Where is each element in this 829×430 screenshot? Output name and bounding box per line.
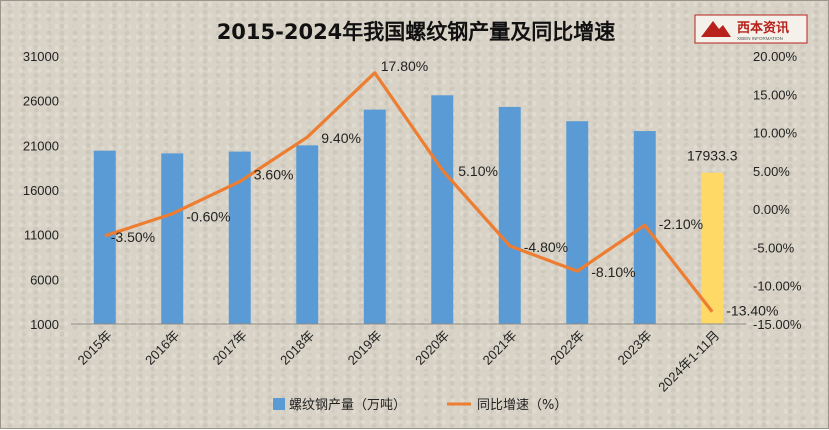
left-axis: 1000 6000 11000 16000 21000 26000 31000 (23, 49, 59, 332)
x-tick-label: 2024年1-11月 (655, 328, 722, 395)
left-tick-label: 16000 (23, 183, 59, 198)
line-data-label: -8.10% (591, 264, 635, 280)
right-tick-label: -10.00% (753, 279, 802, 294)
x-tick-label: 2018年 (277, 328, 317, 368)
bar-series (93, 95, 724, 324)
x-axis: 2015年 2016年 2017年 2018年 2019年 2020年 2021年 2022年… (71, 323, 746, 395)
line-data-label: -13.40% (726, 303, 778, 319)
left-tick-label: 1000 (30, 317, 59, 332)
line-data-label: -0.60% (186, 209, 230, 225)
left-tick-label: 26000 (23, 94, 59, 109)
legend: 螺纹钢产量（万吨） 同比增速（%） (273, 398, 567, 413)
chart-title: 2015-2024年我国螺纹钢产量及同比增速 (217, 20, 616, 44)
right-tick-label: 0.00% (753, 202, 790, 217)
legend-line-label: 同比增速（%） (477, 398, 567, 413)
data-labels: -3.50% -0.60% 3.60% 9.40% 17.80% 5.10% -4.80% -… (111, 58, 779, 319)
line-data-label: -3.50% (111, 229, 155, 245)
bar-0 (93, 150, 116, 324)
line-series (104, 71, 714, 313)
x-tick-label: 2019年 (345, 328, 385, 368)
right-axis: -15.00% -10.00% -5.00% 0.00% 5.00% 10.00% 15.0… (753, 49, 802, 332)
bar-3 (296, 145, 319, 324)
right-tick-label: 10.00% (753, 126, 798, 141)
line-data-label: 5.10% (458, 163, 498, 179)
bar-6 (498, 106, 521, 324)
right-tick-label: 5.00% (753, 164, 790, 179)
bar-5 (431, 95, 454, 324)
bar-7 (566, 121, 589, 324)
logo-subtext: XIBEN INFORMATION (737, 36, 783, 41)
line-data-label: -2.10% (659, 216, 703, 232)
x-tick-label: 2023年 (615, 328, 655, 368)
x-tick-label: 2022年 (547, 328, 587, 368)
bar-data-label: 17933.3 (687, 148, 738, 164)
bar-4 (363, 109, 386, 324)
right-tick-label: 20.00% (753, 49, 798, 64)
legend-bar-swatch (273, 398, 285, 410)
legend-bar-label: 螺纹钢产量（万吨） (289, 398, 406, 413)
bar-2 (228, 151, 251, 324)
x-tick-label: 2021年 (480, 328, 520, 368)
xiben-logo: 西本资讯 XIBEN INFORMATION (694, 14, 808, 44)
bar-9 (701, 172, 724, 324)
x-tick-label: 2016年 (142, 328, 182, 368)
left-tick-label: 11000 (24, 228, 59, 243)
line-data-label: 3.60% (254, 167, 294, 183)
bar-1 (161, 153, 184, 324)
logo-text: 西本资讯 (737, 20, 789, 36)
left-tick-label: 21000 (23, 138, 59, 153)
left-tick-label: 6000 (30, 272, 59, 287)
x-tick-label: 2015年 (75, 328, 115, 368)
right-tick-label: -5.00% (753, 240, 795, 255)
line-data-label: -4.80% (524, 239, 568, 255)
left-tick-label: 31000 (23, 49, 59, 64)
line-data-label: 17.80% (381, 58, 428, 74)
x-tick-label: 2020年 (412, 328, 452, 368)
right-tick-label: -15.00% (753, 317, 802, 332)
line-data-label: 9.40% (321, 130, 361, 146)
right-tick-label: 15.00% (753, 87, 798, 102)
x-tick-label: 2017年 (210, 328, 250, 368)
logo-mountain-icon (701, 21, 731, 37)
growth-line (104, 71, 714, 313)
